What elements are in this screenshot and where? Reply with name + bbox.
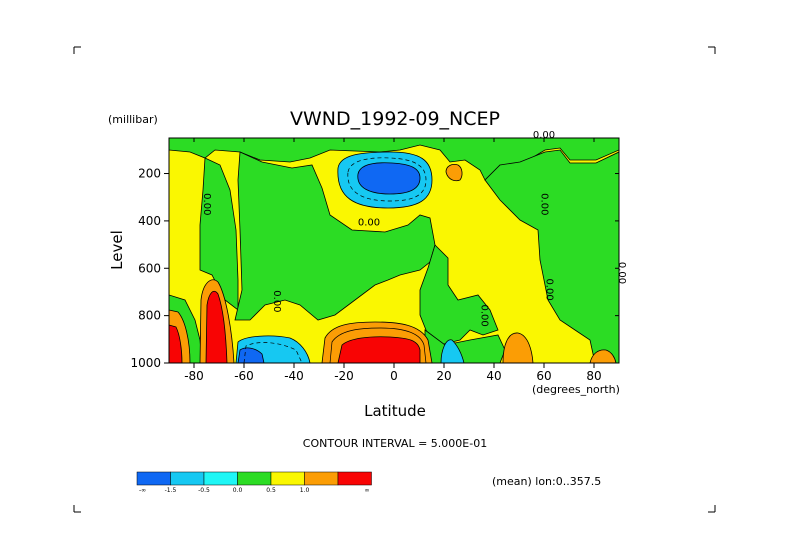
contour-label: 0.00	[271, 290, 282, 312]
crop-marks	[73, 46, 716, 513]
y-tick-label: 200	[138, 167, 161, 181]
legend-swatch	[337, 471, 372, 486]
contour-label: 0.00	[616, 262, 627, 284]
legend-label: -∞	[139, 487, 146, 494]
legend-swatch	[304, 471, 339, 486]
field-orange-north-edge	[589, 349, 617, 363]
y-axis-units: (millibar)	[108, 113, 158, 126]
color-legend: -∞ -1.5 -0.5 0.0 0.5 1.0 ∞	[136, 471, 372, 494]
contour-label: 0.00	[544, 278, 555, 300]
x-tick-label: -20	[334, 369, 354, 383]
x-tick-label: 60	[536, 369, 551, 383]
y-tick-label: 800	[138, 309, 161, 323]
contour-label: 0.00	[358, 218, 380, 229]
legend-label: 0.0	[233, 487, 243, 494]
y-tick-label: 400	[138, 214, 161, 228]
field-cyan-north-tropics	[440, 339, 465, 363]
field-green-midlat-south	[234, 151, 436, 321]
x-tick-label: -80	[184, 369, 204, 383]
contour-interval-note: CONTOUR INTERVAL = 5.000E-01	[303, 437, 487, 450]
chart-title: VWND_1992-09_NCEP	[290, 108, 500, 130]
legend-swatch	[270, 471, 305, 486]
plot-area: -80 -60 -40 -20 0 20 40 60 80 200 400 600 800 1000 0…	[130, 130, 627, 383]
x-tick-label: -60	[234, 369, 254, 383]
crop-mark-top-right	[708, 46, 716, 54]
contour-lines-equatorial	[329, 327, 427, 363]
field-red-equatorial-core	[337, 336, 421, 363]
legend-swatch	[136, 471, 171, 486]
legend-label: 1.0	[300, 487, 310, 494]
field-blue-jet-core	[357, 162, 421, 195]
x-tick-label: 0	[390, 369, 398, 383]
legend-label: 0.5	[266, 487, 276, 494]
x-axis: -80 -60 -40 -20 0 20 40 60 80	[184, 138, 602, 383]
legend-label: -1.5	[165, 487, 177, 494]
contour-labels: 0.00 0.00 0.00 0.00 0.00 0.00 0.00 0.00	[201, 130, 627, 327]
x-axis-units: (degrees_north)	[532, 383, 620, 396]
legend-label: ∞	[365, 487, 370, 494]
field-green-south-column	[199, 157, 239, 311]
contour-label: 0.00	[201, 193, 212, 215]
crop-mark-top-left	[73, 46, 81, 54]
contour-fill	[169, 138, 619, 363]
field-green-north-column	[484, 149, 619, 363]
y-axis: 200 400 600 800 1000	[130, 167, 619, 370]
field-red-south-polar-core	[205, 290, 228, 363]
y-tick-label: 1000	[130, 356, 161, 370]
contour-label: 0.00	[479, 304, 490, 326]
field-green-tropics-north	[419, 244, 499, 346]
contour-dashed-jet	[347, 157, 427, 202]
field-green-top-band	[169, 138, 619, 181]
contour-label: 0.00	[533, 130, 555, 141]
field-orange-upper-blob	[445, 164, 463, 182]
contour-dashed-south-lowlevel	[243, 342, 303, 363]
contour-label: 0.00	[539, 193, 550, 215]
legend-label: -0.5	[198, 487, 210, 494]
y-tick-label: 600	[138, 261, 161, 275]
legend-swatch	[203, 471, 238, 486]
x-tick-label: 40	[486, 369, 501, 383]
x-tick-label: -40	[284, 369, 304, 383]
crop-mark-bottom-left	[73, 505, 81, 513]
legend-swatch	[237, 471, 272, 486]
x-tick-label: 80	[586, 369, 601, 383]
x-axis-label: Latitude	[364, 402, 426, 420]
mean-longitude-note: (mean) lon:0..357.5	[492, 475, 601, 488]
crop-mark-bottom-right	[708, 505, 716, 513]
legend-swatch	[170, 471, 205, 486]
field-orange-north-midlat	[502, 332, 534, 363]
x-tick-label: 20	[436, 369, 451, 383]
y-axis-label: Level	[108, 230, 126, 270]
